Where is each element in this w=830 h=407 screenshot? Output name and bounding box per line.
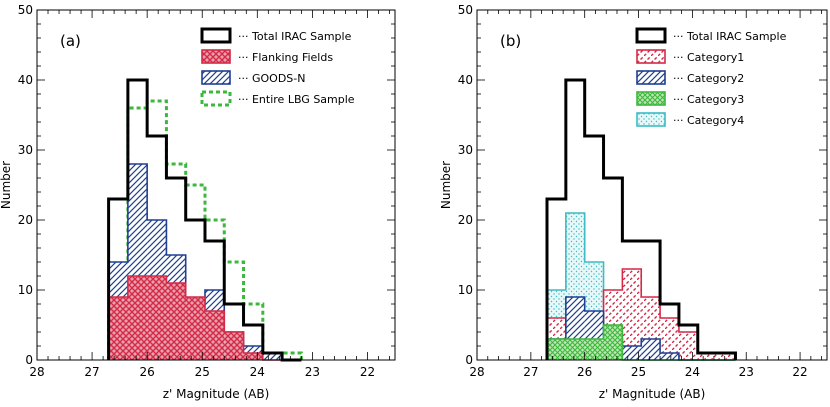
legend-label: ··· Entire LBG Sample: [238, 93, 355, 106]
bar: [224, 332, 244, 360]
legend-swatch: [636, 49, 666, 64]
bar: [565, 339, 585, 360]
bar: [641, 339, 661, 360]
bar: [262, 353, 283, 360]
bar: [622, 269, 642, 360]
x-tick-label: 23: [305, 365, 320, 379]
legend-label: ··· GOODS-N: [238, 72, 305, 85]
x-tick-label: 28: [469, 365, 484, 379]
y-axis-label: Number: [0, 161, 13, 209]
bar: [108, 297, 128, 360]
series-flanking-fields: [107, 275, 302, 361]
legend-item: ··· Flanking Fields: [201, 49, 333, 64]
x-tick-label: 26: [140, 365, 155, 379]
y-tick-label: 40: [458, 73, 473, 87]
legend-swatch: [200, 90, 232, 107]
plot-frame: [476, 9, 828, 361]
legend-label: ··· Category3: [673, 93, 744, 106]
legend: ··· Total IRAC Sample ··· Category1 ··· Ca…: [635, 27, 787, 127]
x-axis-label: z' Magnitude (AB): [163, 387, 270, 401]
y-tick-label: 40: [18, 73, 33, 87]
x-axis: 28 27 26 25 24 23 22 z' Magnitude (AB): [469, 10, 823, 401]
bar: [622, 346, 642, 360]
legend-label: ··· Total IRAC Sample: [673, 30, 787, 43]
bar: [166, 283, 186, 360]
bar: [660, 318, 679, 360]
legend-swatch: [201, 49, 231, 64]
legend-label: ··· Flanking Fields: [238, 51, 333, 64]
panels: 28 27 26 25 24 23 22 z' Magnitude (AB) 0 10 20 30 40…: [0, 3, 828, 401]
legend-item: ··· Entire LBG Sample: [200, 90, 355, 107]
legend-swatch: [636, 70, 666, 85]
y-tick-label: 20: [458, 213, 473, 227]
legend-swatch: [635, 27, 667, 44]
legend-swatch: [636, 91, 666, 106]
bar: [716, 353, 736, 360]
panel-label: (b): [500, 32, 521, 50]
x-tick-label: 22: [792, 365, 807, 379]
y-tick-label: 10: [458, 283, 473, 297]
legend-label: ··· Category1: [673, 51, 744, 64]
y-tick-label: 30: [458, 143, 473, 157]
bar: [547, 339, 566, 360]
legend-item: ··· Category3: [636, 91, 744, 106]
bar: [127, 276, 148, 360]
y-tick-label: 50: [458, 3, 473, 17]
x-tick-label: 24: [250, 365, 265, 379]
x-tick-label: 25: [631, 365, 646, 379]
bar: [204, 311, 225, 360]
x-tick-label: 23: [739, 365, 754, 379]
x-axis: 28 27 26 25 24 23 22 z' Magnitude (AB): [29, 10, 390, 401]
legend-item: ··· Total IRAC Sample: [200, 27, 352, 44]
legend-label: ··· Total IRAC Sample: [238, 30, 352, 43]
x-tick-label: 27: [523, 365, 538, 379]
x-axis-label: z' Magnitude (AB): [599, 387, 706, 401]
legend-item: ··· GOODS-N: [201, 70, 305, 85]
series-total-irac-sample: [545, 78, 737, 360]
panel-label: (a): [60, 32, 81, 50]
x-tick-label: 26: [577, 365, 592, 379]
y-tick-label: 50: [18, 3, 33, 17]
legend: ··· Total IRAC Sample ··· Flanking Fields…: [200, 27, 355, 107]
legend-swatch: [200, 27, 232, 44]
y-tick-label: 30: [18, 143, 33, 157]
bar: [147, 276, 167, 360]
y-tick-label: 0: [25, 353, 33, 367]
bar: [603, 325, 623, 360]
plot-frame: [36, 9, 396, 361]
legend-item: ··· Category4: [636, 112, 744, 127]
x-tick-label: 27: [84, 365, 99, 379]
panel-a: 28 27 26 25 24 23 22 z' Magnitude (AB) 0 10 20 30 40…: [0, 3, 396, 401]
legend-label: ··· Category2: [673, 72, 744, 85]
bar: [678, 332, 698, 360]
legend-swatch: [201, 70, 231, 85]
y-axis-label: Number: [439, 161, 453, 209]
legend-swatch: [636, 112, 666, 127]
step-outline: [107, 78, 302, 362]
legend-item: ··· Category2: [636, 70, 744, 85]
bar: [185, 297, 205, 360]
x-tick-label: 28: [29, 365, 44, 379]
x-tick-label: 25: [195, 365, 210, 379]
panel-b: 28 27 26 25 24 23 22 z' Magnitude (AB) 0 10 20 30 40…: [439, 3, 828, 401]
legend-item: ··· Total IRAC Sample: [635, 27, 787, 44]
series-category3: [546, 324, 736, 361]
y-tick-label: 0: [465, 353, 473, 367]
y-tick-label: 20: [18, 213, 33, 227]
y-axis: 0 10 20 30 40 50 Number: [439, 3, 827, 367]
x-tick-label: 24: [685, 365, 700, 379]
legend-item: ··· Category1: [636, 49, 744, 64]
x-tick-label: 22: [360, 365, 375, 379]
bar: [584, 339, 604, 360]
bar: [660, 353, 679, 360]
bar: [243, 353, 263, 360]
legend-label: ··· Category4: [673, 114, 744, 127]
bar: [697, 353, 717, 360]
y-tick-label: 10: [18, 283, 33, 297]
step-outline: [545, 78, 737, 360]
y-axis: 0 10 20 30 40 50 Number: [0, 3, 395, 367]
series-total-irac-sample: [107, 78, 302, 362]
